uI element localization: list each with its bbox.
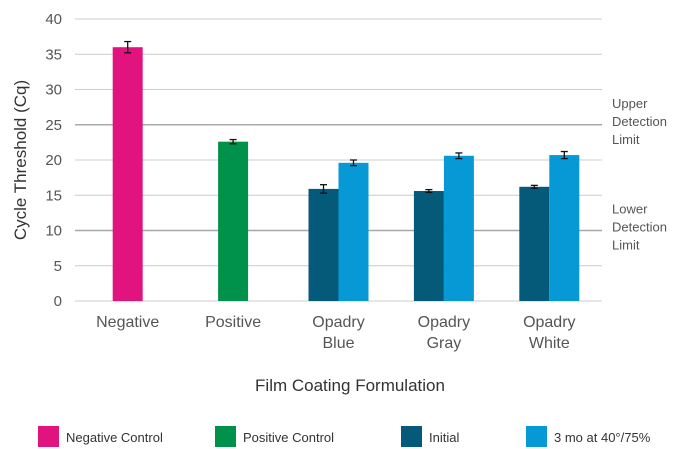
y-tick-label: 15 [45,187,62,204]
error-bars [124,40,568,194]
bar [338,162,369,301]
y-tick-label: 20 [45,152,62,169]
legend-swatch [526,426,547,447]
detection-limit-label: Detection [612,114,667,129]
y-tick-label: 30 [45,82,62,99]
x-category-label: Opadry [523,314,575,331]
bar [549,155,580,301]
detection-limit-label: Lower [612,202,648,217]
legend-item: Initial [401,426,459,447]
error-bar [530,184,538,189]
x-category-label: Gray [427,335,462,352]
x-category-label: White [529,335,570,352]
y-tick-label: 25 [45,117,62,134]
y-tick-label: 0 [54,293,62,310]
y-tick-label: 5 [54,258,62,275]
error-bar [320,184,327,194]
legend-swatch [38,426,59,447]
y-tick-label: 10 [45,223,62,240]
legend-label: Positive Control [243,430,334,445]
bar [308,188,339,301]
x-category-label: Negative [96,314,159,331]
detection-limit-label: Detection [612,220,667,235]
bars [112,47,580,302]
bar [112,47,143,302]
x-category-label: Opadry [418,314,470,331]
bar [218,141,249,301]
detection-limit-label: Limit [612,238,640,253]
error-bar [425,188,433,194]
legend-swatch [401,426,422,447]
y-axis-title: Cycle Threshold (Cq) [11,80,30,240]
error-bar [350,159,357,167]
bar [413,191,444,301]
error-bar [124,40,132,54]
error-bar [560,150,568,160]
error-bar [229,138,237,145]
x-category-label: Blue [322,335,354,352]
legend-label: Initial [429,430,459,445]
x-category-label: Opadry [312,314,364,331]
detection-limit-label: Upper [612,96,648,111]
y-tick-label: 40 [45,11,62,28]
legend-swatch [215,426,236,447]
error-bar [455,152,463,160]
bar [519,186,550,301]
legend: Negative Control Positive Control Initial 3… [38,426,651,447]
detection-limit-labels: Upper Detection Limit Lower Detection Limit [612,96,667,253]
x-category-label: Positive [205,314,261,331]
legend-label: 3 mo at 40°/75% [554,430,651,445]
bar [443,155,474,301]
y-tick-label: 35 [45,46,62,63]
legend-item: 3 mo at 40°/75% [526,426,651,447]
x-axis-categories: Negative Positive Opadry Blue Opadry Gray Opad… [96,314,575,352]
x-axis-title: Film Coating Formulation [255,376,445,395]
legend-item: Negative Control [38,426,163,447]
detection-limit-label: Limit [612,132,640,147]
legend-label: Negative Control [66,430,163,445]
legend-item: Positive Control [215,426,334,447]
y-axis-ticks: 0 5 10 15 20 25 30 35 40 [45,11,62,310]
